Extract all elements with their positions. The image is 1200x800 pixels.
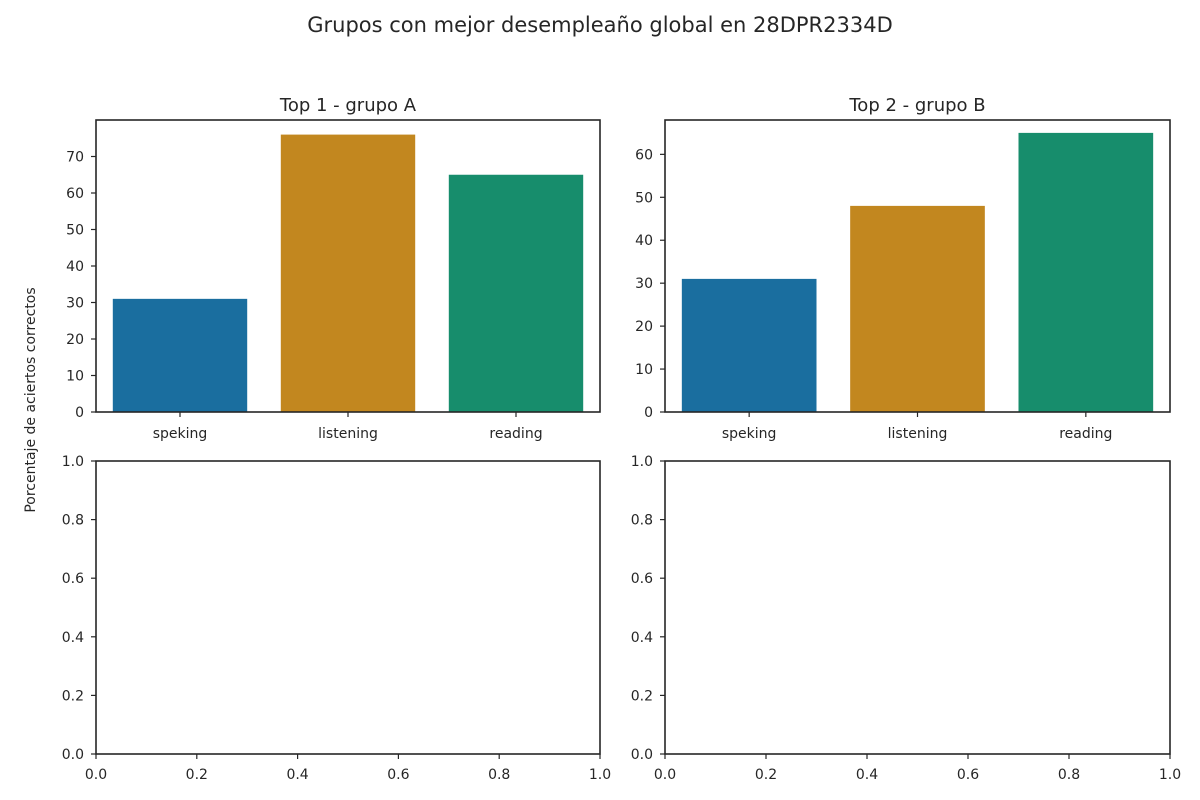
y-tick-label: 40 [635,233,653,249]
bar-speking [682,279,817,412]
y-tick-label: 0.0 [62,747,84,763]
x-tick-label: 0.8 [1058,767,1080,783]
x-tick-label: 1.0 [1159,767,1181,783]
subplot-2: Top 2 - grupo B speking listening reading 0 1… [635,95,1170,442]
y-tick-label: 0 [75,405,84,421]
subplot-4: 0.0 0.2 0.4 0.6 0.8 1.0 0.0 0.2 0.4 0.6 0.8 1.0 [631,454,1181,783]
x-tick-label: 0.0 [654,767,676,783]
x-tick-label: reading [489,426,542,442]
y-tick-label: 30 [635,276,653,292]
y-axis-label: Porcentaje de aciertos correctos [23,287,39,512]
x-tick-label: 0.4 [286,767,308,783]
y-tick-label: 30 [66,296,84,312]
y-tick-label: 0.0 [631,747,653,763]
y-tick-label: 0.6 [631,571,653,587]
y-tick-label: 0.8 [62,513,84,529]
bar-reading [449,175,583,412]
y-tick-label: 50 [66,223,84,239]
subplot-title: Top 1 - grupo A [279,95,417,116]
y-tick-label: 1.0 [631,454,653,470]
y-tick-label: 40 [66,259,84,275]
x-tick-label: 1.0 [589,767,611,783]
x-tick-label: 0.6 [387,767,409,783]
x-tick-label: 0.6 [957,767,979,783]
y-tick-label: 10 [66,369,84,385]
y-tick-label: 50 [635,190,653,206]
x-tick-label: 0.4 [856,767,878,783]
subplot-1: Top 1 - grupo A speking listening reading 0 1… [66,95,600,442]
y-tick-label: 0.8 [631,513,653,529]
y-tick-label: 70 [66,150,84,166]
bar-speking [113,299,247,412]
y-tick-label: 1.0 [62,454,84,470]
y-tick-label: 60 [635,147,653,163]
bar-listening [281,135,415,412]
bar-reading [1019,133,1154,412]
subplot-grid: Top 1 - grupo A speking listening reading 0 1… [62,95,1181,783]
figure-title: Grupos con mejor desempleaño global en 2… [307,13,893,37]
y-tick-label: 0.4 [62,630,84,646]
y-tick-label: 0 [644,405,653,421]
plot-area-frame [96,461,600,754]
x-tick-label: speking [153,426,208,442]
bar-listening [850,206,985,412]
subplot-title: Top 2 - grupo B [848,95,985,116]
x-tick-label: listening [888,426,948,442]
x-tick-label: reading [1059,426,1112,442]
y-tick-label: 0.6 [62,571,84,587]
x-tick-label: 0.0 [85,767,107,783]
y-tick-label: 20 [66,332,84,348]
x-tick-label: 0.2 [186,767,208,783]
y-tick-label: 0.4 [631,630,653,646]
x-tick-label: 0.8 [488,767,510,783]
x-tick-label: listening [318,426,378,442]
y-tick-label: 60 [66,186,84,202]
x-tick-label: 0.2 [755,767,777,783]
plot-area-frame [665,461,1170,754]
y-tick-label: 0.2 [62,688,84,704]
x-tick-label: speking [722,426,777,442]
y-tick-label: 10 [635,362,653,378]
subplot-3: 0.0 0.2 0.4 0.6 0.8 1.0 0.0 0.2 0.4 0.6 0.8 1.0 [62,454,611,783]
y-tick-label: 0.2 [631,688,653,704]
y-tick-label: 20 [635,319,653,335]
